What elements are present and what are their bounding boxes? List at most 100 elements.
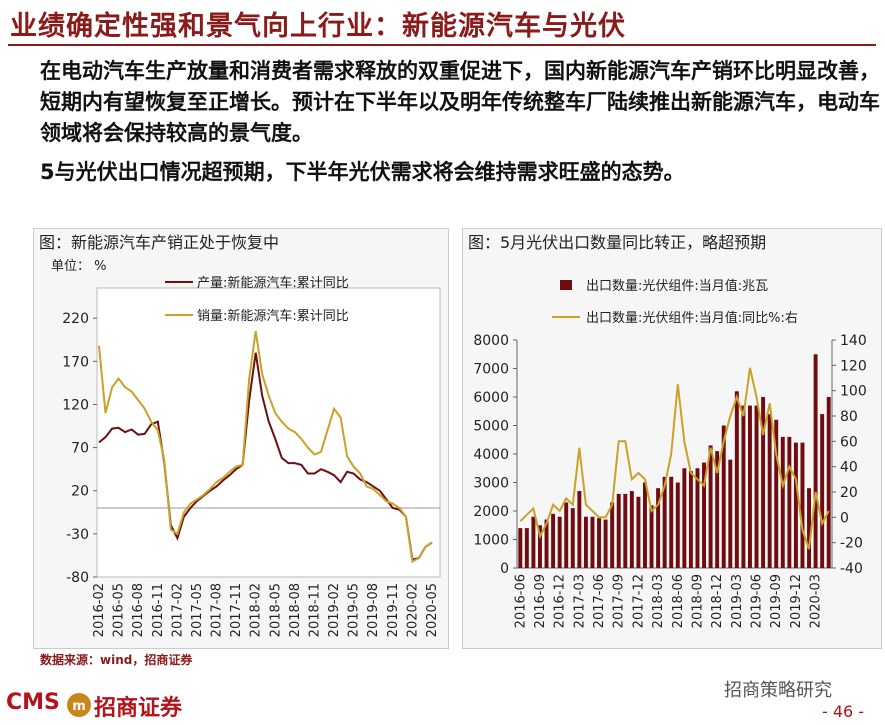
x-tick-label: 2019-03: [730, 574, 745, 628]
x-tick-label: 2018-08: [288, 583, 303, 637]
bar: [793, 442, 798, 568]
chart-title: 图：5月光伏出口数量同比转正，略超预期: [468, 233, 766, 252]
y2-tick-label: -40: [840, 561, 863, 577]
bar: [564, 502, 569, 568]
x-tick-label: 2019-12: [789, 574, 804, 628]
bar: [780, 436, 785, 568]
x-tick-label: 2018-12: [710, 574, 725, 628]
y2-tick-label: 0: [840, 510, 849, 526]
y-tick-label: 3000: [473, 476, 509, 492]
plot-area: [96, 287, 441, 578]
y-tick-label: -80: [66, 570, 89, 586]
x-tick-label: 2018-11: [307, 583, 322, 637]
bar: [577, 491, 582, 568]
bar: [583, 516, 588, 568]
y2-tick-label: 60: [840, 434, 858, 450]
series-line: [98, 330, 433, 564]
bar: [728, 459, 733, 568]
bar: [538, 525, 542, 568]
bar: [570, 508, 575, 568]
unit-label: 单位： %: [51, 259, 107, 274]
bar: [787, 436, 792, 568]
y-tick-label: 6000: [473, 390, 509, 406]
bar: [708, 445, 713, 568]
bar: [807, 488, 811, 568]
bar: [688, 471, 693, 568]
bar: [800, 442, 805, 568]
bar: [813, 354, 818, 568]
bar: [557, 516, 562, 568]
header-rule: [8, 44, 876, 46]
company: 招商证券: [94, 696, 183, 721]
y2-tick-label: 80: [840, 409, 858, 425]
x-tick-label: 2019-08: [366, 583, 381, 637]
y-tick-label: 70: [71, 441, 89, 457]
bar: [610, 502, 615, 568]
x-tick-label: 2017-09: [612, 574, 627, 628]
bar: [767, 414, 772, 568]
chart-title: 图：新能源汽车产销正处于恢复中: [39, 233, 279, 252]
x-tick-label: 2019-06: [750, 574, 765, 628]
bar: [524, 528, 529, 568]
header-title: 业绩确定性强和景气向上行业：新能源汽车与光伏: [10, 11, 626, 42]
bar: [826, 397, 831, 568]
x-tick-label: 2018-02: [249, 583, 264, 637]
bar: [603, 519, 608, 568]
y-tick-label: 170: [62, 354, 89, 370]
x-tick-label: 2017-05: [190, 583, 205, 637]
page-number: - 46 -: [822, 702, 865, 721]
x-tick-label: 2017-03: [572, 574, 587, 628]
bar: [636, 496, 641, 568]
bar: [544, 519, 549, 568]
bar: [820, 414, 825, 568]
x-tick-label: 2019-02: [327, 583, 342, 637]
svg-text:m: m: [72, 699, 86, 714]
bar: [715, 451, 720, 568]
y2-tick-label: 120: [840, 358, 867, 374]
y2-tick-label: 100: [840, 384, 867, 400]
bar: [754, 405, 759, 568]
bar: [649, 505, 654, 568]
bar: [721, 425, 726, 568]
y-tick-label: 2000: [473, 504, 509, 520]
x-tick-label: 2019-05: [347, 583, 362, 637]
series-line: [519, 367, 830, 550]
bar: [643, 482, 647, 568]
y2-tick-label: 40: [840, 460, 858, 476]
bar: [675, 482, 680, 568]
bar: [590, 516, 595, 568]
y-tick-label: 5000: [473, 419, 509, 435]
bar: [616, 493, 621, 568]
y-tick-label: -30: [66, 527, 89, 543]
x-tick-label: 2018-09: [690, 574, 705, 628]
legend-label: 产量:新能源汽车:累计同比: [197, 275, 349, 291]
logo: CMS: [6, 690, 60, 715]
bar: [702, 462, 706, 568]
bar: [531, 516, 536, 568]
x-tick-label: 2017-11: [229, 583, 244, 637]
bar: [551, 513, 556, 568]
source: 数据来源：wind，招商证券: [40, 653, 193, 667]
x-tick-label: 2016-08: [131, 583, 146, 637]
bar: [734, 391, 739, 568]
bar: [597, 518, 601, 568]
y-tick-label: 0: [500, 561, 509, 577]
y-tick-label: 4000: [473, 447, 509, 463]
y-tick-label: 7000: [473, 362, 509, 378]
bar: [656, 488, 661, 568]
x-tick-label: 2016-06: [513, 574, 528, 628]
x-tick-label: 2017-08: [210, 583, 225, 637]
legend-swatch: [560, 280, 572, 290]
y-tick-label: 1000: [473, 533, 509, 549]
logo-icon: m: [67, 693, 91, 717]
x-tick-label: 2017-02: [170, 583, 185, 637]
x-tick-label: 2016-09: [533, 574, 548, 628]
y-tick-label: 220: [62, 311, 89, 327]
bar: [748, 405, 752, 568]
legend-label: 销量:新能源汽车:累计同比: [197, 308, 349, 324]
y-tick-label: 8000: [473, 333, 509, 349]
wechat-name: 招商策略研究: [724, 680, 832, 701]
x-tick-label: 2018-03: [651, 574, 666, 628]
